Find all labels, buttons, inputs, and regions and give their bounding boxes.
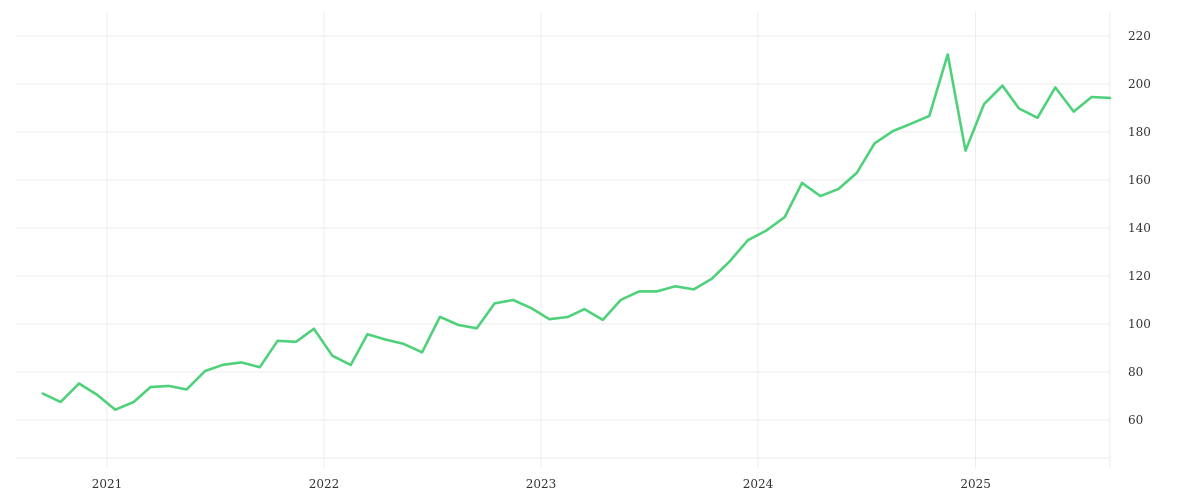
y-tick-label: 220 [1128, 29, 1151, 43]
y-tick-label: 160 [1128, 173, 1151, 187]
y-axis-labels: 60 80 100 120 140 160 180 200 220 [1128, 29, 1151, 427]
y-tick-label: 140 [1128, 221, 1151, 235]
x-tick-label: 2022 [309, 477, 340, 491]
y-tick-label: 180 [1128, 125, 1151, 139]
x-tick-label: 2025 [960, 477, 991, 491]
y-tick-label: 80 [1128, 365, 1143, 379]
x-grid [106, 12, 1111, 468]
x-tick-label: 2021 [92, 477, 123, 491]
x-axis-labels: 2021 2022 2023 2024 2025 [92, 477, 991, 491]
x-tick-label: 2023 [526, 477, 557, 491]
y-grid [16, 35, 1110, 459]
series-line-0 [41, 53, 1112, 412]
y-tick-label: 100 [1128, 317, 1151, 331]
y-tick-label: 120 [1128, 269, 1151, 283]
y-tick-label: 200 [1128, 77, 1151, 91]
x-tick-label: 2024 [743, 477, 774, 491]
y-tick-label: 60 [1128, 413, 1143, 427]
series-layer [41, 53, 1112, 412]
